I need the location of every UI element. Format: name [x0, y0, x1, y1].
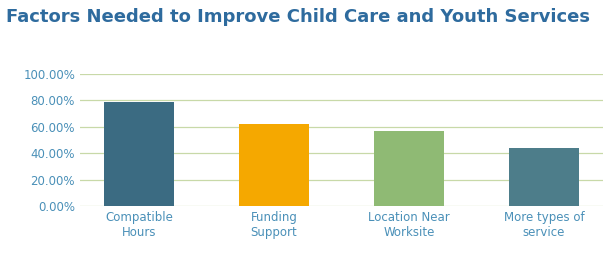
Bar [104, 102, 174, 206]
Text: Factors Needed to Improve Child Care and Youth Services: Factors Needed to Improve Child Care and… [6, 8, 590, 26]
Bar [239, 124, 309, 206]
Bar [374, 131, 444, 206]
Bar [509, 148, 579, 206]
